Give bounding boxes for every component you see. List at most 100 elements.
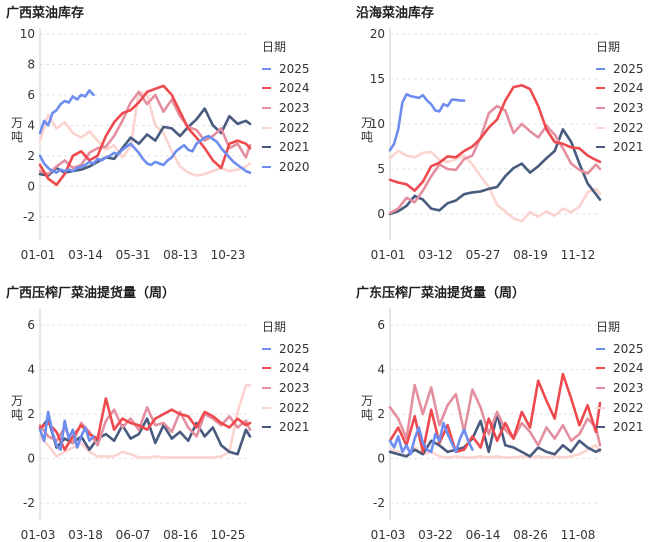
x-tick-label: 11-08 [561, 528, 596, 542]
series-line-2022 [388, 149, 602, 223]
x-tick-label: 08-13 [163, 248, 198, 262]
legend-item[interactable]: 2025 [596, 339, 644, 359]
legend-swatch [262, 126, 271, 129]
x-tick-label: 01-03 [21, 528, 56, 542]
legend-swatch [262, 406, 271, 409]
legend-item[interactable]: 2023 [596, 98, 644, 118]
x-tick-label: 08-19 [513, 248, 548, 262]
legend-label: 2024 [613, 361, 644, 376]
legend-swatch [262, 386, 271, 389]
y-tick-label: 8 [27, 57, 35, 71]
legend-item[interactable]: 2024 [262, 79, 310, 99]
chart-panel: 广西菜油库存 万吨 -2 0 2 4 6 8 10 01-01 03-14 05-31 08-13 10-… [0, 0, 320, 262]
legend-label: 2024 [613, 81, 644, 96]
legend-label: 2020 [279, 159, 310, 174]
legend-swatch [262, 146, 271, 149]
legend-label: 2022 [279, 400, 310, 415]
legend-item[interactable]: 2025 [262, 59, 310, 79]
legend-swatch [262, 67, 271, 70]
legend-label: 2023 [613, 100, 644, 115]
x-tick-label: 08-16 [163, 528, 198, 542]
legend-label: 2025 [613, 341, 644, 356]
legend-label: 2025 [279, 341, 310, 356]
y-tick-label: 0 [27, 452, 35, 466]
chart-title: 沿海菜油库存 [356, 6, 435, 21]
x-tick-label: 06-07 [116, 528, 151, 542]
chart-title: 广东压榨厂菜油提货量（周） [356, 286, 526, 301]
legend-swatch [596, 126, 605, 129]
legend-label: 2023 [613, 380, 644, 395]
legend-item[interactable]: 2023 [262, 98, 310, 118]
series-line-2024 [388, 372, 602, 454]
y-tick-label: 10 [20, 27, 35, 41]
x-tick-label: 03-12 [418, 248, 453, 262]
series-line-2022 [388, 444, 602, 459]
y-tick-label: 2 [27, 407, 35, 421]
legend-item[interactable]: 2025 [596, 59, 644, 79]
legend-item[interactable]: 2022 [596, 398, 644, 418]
legend-swatch [596, 367, 605, 370]
x-tick-label: 03-14 [68, 248, 103, 262]
y-tick-label: 15 [370, 72, 385, 86]
series-line-2021 [388, 128, 602, 216]
series-line-2025 [388, 421, 474, 456]
legend-label: 2022 [613, 400, 644, 415]
y-axis-label: 万吨 [360, 394, 373, 422]
legend-title: 日期 [262, 40, 287, 54]
series-line-2023 [38, 90, 252, 176]
x-tick-label: 01-01 [371, 248, 406, 262]
series-line-2023 [388, 104, 602, 215]
legend-swatch [262, 87, 271, 90]
x-tick-label: 05-27 [466, 248, 501, 262]
y-tick-label: 0 [27, 179, 35, 193]
legend-label: 2022 [613, 120, 644, 135]
chart-title: 广西压榨厂菜油提货量（周） [6, 286, 176, 301]
legend-label: 2022 [279, 120, 310, 135]
y-tick-label: 4 [377, 363, 385, 377]
legend: 日期 2025 2024 2023 2022 2021 [596, 318, 644, 437]
x-tick-label: 05-31 [116, 248, 151, 262]
legend-label: 2025 [279, 61, 310, 76]
chart-plot: -2 0 2 4 6 8 10 01-01 03-14 05-31 08-13 10-23 [20, 27, 252, 262]
legend-swatch [262, 106, 271, 109]
legend-item[interactable]: 2023 [596, 378, 644, 398]
series-line-2025 [38, 134, 252, 174]
legend-item[interactable]: 2022 [262, 398, 310, 418]
x-tick-label: 03-18 [68, 528, 103, 542]
legend-label: 2021 [613, 140, 644, 155]
legend-label: 2021 [279, 420, 310, 435]
legend-item[interactable]: 2021 [262, 417, 310, 437]
y-tick-label: 2 [377, 407, 385, 421]
chart-panel: 广西压榨厂菜油提货量（周） 万吨 -2 0 2 4 6 01-03 03-18 06-07 08-1… [0, 280, 320, 542]
legend-item[interactable]: 2024 [262, 359, 310, 379]
legend-item[interactable]: 2021 [596, 417, 644, 437]
legend-item[interactable]: 2021 [262, 137, 310, 157]
y-tick-label: -2 [373, 496, 385, 510]
y-tick-label: 0 [377, 207, 385, 221]
legend-item[interactable]: 2022 [262, 118, 310, 138]
legend-label: 2025 [613, 61, 644, 76]
legend-swatch [596, 87, 605, 90]
legend-swatch [596, 386, 605, 389]
y-tick-label: -2 [23, 210, 35, 224]
legend-item[interactable]: 2020 [262, 157, 310, 177]
legend-item[interactable]: 2021 [596, 137, 644, 157]
legend-title: 日期 [596, 320, 621, 334]
y-tick-label: 5 [377, 162, 385, 176]
y-tick-label: 20 [370, 27, 385, 41]
legend-item[interactable]: 2024 [596, 359, 644, 379]
y-tick-label: 10 [370, 117, 385, 131]
legend-item[interactable]: 2025 [262, 339, 310, 359]
legend-swatch [596, 146, 605, 149]
x-tick-label: 11-12 [561, 248, 596, 262]
y-tick-label: 4 [27, 363, 35, 377]
legend-item[interactable]: 2023 [262, 378, 310, 398]
series-line-2025 [388, 93, 466, 152]
series-line-2024 [38, 84, 252, 187]
legend-swatch [596, 347, 605, 350]
legend-item[interactable]: 2022 [596, 118, 644, 138]
legend-item[interactable]: 2024 [596, 79, 644, 99]
y-tick-label: 0 [377, 452, 385, 466]
y-axis-label: 万吨 [10, 394, 23, 422]
